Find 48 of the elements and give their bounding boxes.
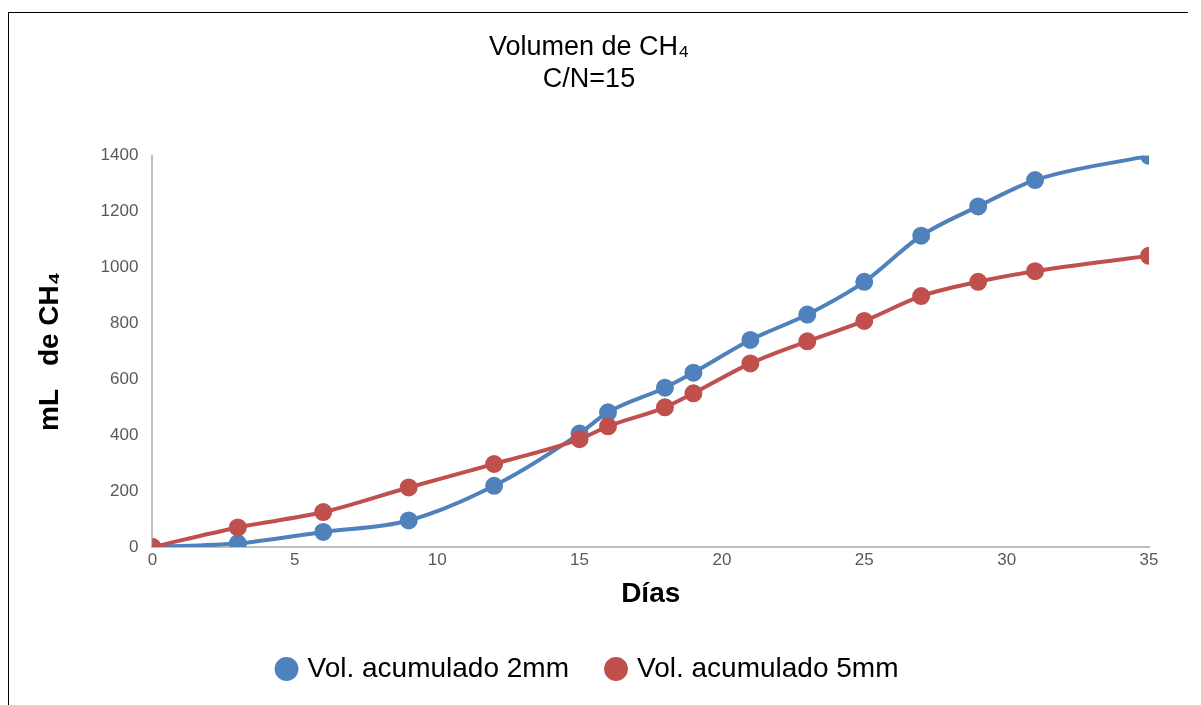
- point: [684, 384, 703, 403]
- point: [798, 305, 817, 324]
- x-tick-label: 30: [997, 549, 1017, 569]
- point: [570, 430, 589, 449]
- x-tick-label: 35: [1139, 549, 1159, 569]
- y-tick-label: 400: [110, 424, 139, 444]
- point: [798, 332, 817, 351]
- point: [399, 478, 418, 497]
- y-tick-label: 200: [110, 480, 139, 500]
- point: [228, 518, 247, 537]
- x-tick-label: 5: [290, 549, 300, 569]
- x-tick-label: 0: [147, 549, 158, 569]
- y-tick-label: 1400: [100, 145, 139, 165]
- y-tick-label: 0: [128, 536, 139, 556]
- y-axis-title: mL de CH₄: [32, 271, 64, 431]
- point: [399, 511, 418, 530]
- point: [912, 226, 931, 245]
- x-tick-label: 10: [427, 549, 447, 569]
- point: [599, 417, 617, 436]
- point: [314, 503, 333, 522]
- point: [655, 398, 674, 417]
- point: [1026, 171, 1045, 190]
- point: [741, 330, 760, 349]
- chart-title: Volumen de CH₄: [488, 30, 690, 61]
- point: [855, 272, 874, 291]
- point: [314, 522, 333, 541]
- point: [741, 354, 760, 373]
- point: [684, 363, 703, 382]
- y-tick-label: 800: [110, 313, 139, 333]
- x-axis-title: Días: [621, 576, 681, 608]
- point: [912, 287, 931, 306]
- point: [969, 197, 988, 216]
- y-tick-label: 1000: [100, 257, 139, 277]
- point: [1026, 262, 1045, 281]
- y-tick-label: 1200: [100, 201, 139, 221]
- point: [969, 272, 988, 291]
- chart-subtitle: C/N=15: [542, 63, 636, 94]
- legend-label: Vol. acumulado 2mm: [307, 651, 570, 683]
- point: [485, 476, 504, 495]
- x-tick-label: 20: [712, 549, 732, 569]
- x-tick-label: 25: [854, 549, 874, 569]
- point: [599, 403, 617, 422]
- point: [485, 455, 504, 474]
- legend-label: Vol. acumulado 5mm: [637, 651, 899, 683]
- point: [855, 311, 874, 330]
- point: [655, 378, 674, 397]
- x-tick-label: 15: [570, 549, 589, 569]
- y-tick-label: 600: [110, 369, 139, 389]
